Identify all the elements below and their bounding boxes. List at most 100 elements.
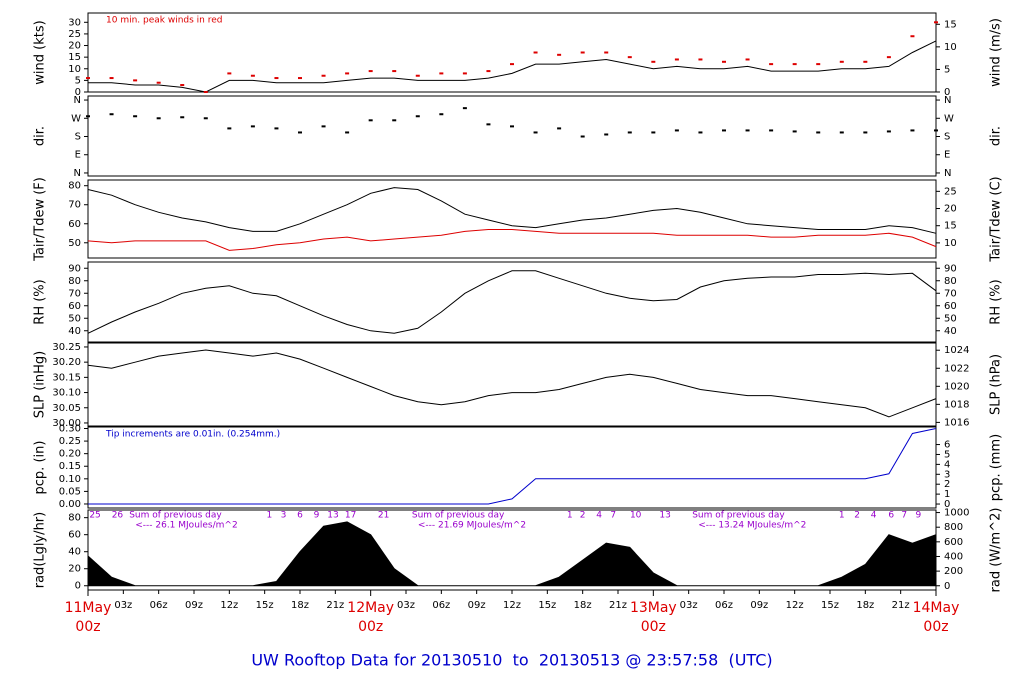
y-tick-label: 0.10 (59, 474, 81, 485)
y-tick-label: 15 (68, 52, 81, 63)
x-tick-label: 21z (609, 600, 627, 611)
radiation-sum: Sum of previous day (692, 511, 785, 521)
hour-mark: 7 (610, 511, 616, 521)
panel-frame (87, 12, 937, 93)
data-point (627, 131, 632, 134)
data-point (321, 125, 326, 128)
x-tick-label: 06z (432, 600, 450, 611)
x-tick-label: 18z (856, 600, 874, 611)
data-point (274, 127, 279, 130)
y2-axis-label: RH (%) (989, 279, 1004, 324)
y-tick-label: N (74, 168, 81, 179)
y2-tick-label: 10 (944, 238, 957, 249)
day-hour-label: 00z (641, 619, 666, 635)
hour-mark: 26 (112, 511, 124, 521)
y2-tick-label: N (944, 168, 951, 179)
data-point (604, 51, 609, 54)
y-tick-label: 80 (68, 181, 81, 192)
y-tick-label: 30 (68, 17, 81, 28)
y-tick-label: 50 (68, 238, 81, 249)
data-point (557, 127, 562, 130)
hour-mark: 2 (854, 511, 860, 521)
hour-mark: 3 (281, 511, 287, 521)
data-point (580, 135, 585, 138)
day-label: 11May (65, 600, 112, 616)
x-tick-label: 15z (821, 600, 839, 611)
y2-axis-label: pcp. (mm) (989, 434, 1004, 501)
y2-axis-label: SLP (hPa) (989, 354, 1004, 415)
data-point (722, 129, 726, 132)
y-axis-label: Tair/Tdew (F) (33, 177, 48, 262)
data-point (510, 63, 514, 66)
annotation: 10 min. peak winds in red (106, 16, 223, 26)
y-tick-label: 0 (75, 581, 81, 592)
data-point (627, 56, 632, 59)
y2-tick-label: 600 (944, 537, 963, 548)
series-line (87, 349, 937, 418)
data-point (934, 129, 938, 132)
y2-tick-label: 15 (944, 221, 957, 232)
y-axis-label: pcp. (in) (33, 441, 48, 495)
data-point (368, 70, 373, 73)
y2-tick-label: 1 (944, 489, 950, 500)
y2-tick-label: 1024 (944, 345, 969, 356)
hour-mark: 1 (567, 511, 573, 521)
data-point (910, 35, 915, 38)
y2-tick-label: 0 (944, 87, 950, 98)
y-tick-label: 30.00 (52, 418, 81, 429)
data-point (462, 107, 467, 110)
y-tick-label: 0.25 (59, 436, 81, 447)
series-line (87, 229, 937, 251)
y2-tick-label: 90 (944, 263, 957, 274)
data-point (486, 123, 491, 126)
y-tick-label: 30.10 (52, 388, 81, 399)
data-point (769, 63, 774, 66)
data-point (934, 21, 938, 24)
x-tick-label: 15z (256, 600, 274, 611)
series-line (87, 270, 937, 334)
y-tick-label: 70 (68, 288, 81, 299)
data-point (745, 129, 750, 132)
data-point (321, 74, 326, 77)
y2-tick-label: 60 (944, 301, 957, 312)
x-tick-label: 03z (680, 600, 698, 611)
y2-tick-label: 0 (944, 499, 950, 510)
hour-mark: 13 (659, 511, 670, 521)
data-point (533, 51, 538, 54)
y2-tick-label: 800 (944, 522, 963, 533)
data-point (698, 131, 703, 134)
y-tick-label: 60 (68, 301, 81, 312)
y2-tick-label: 5 (944, 449, 950, 460)
hour-mark: 7 (901, 511, 907, 521)
y2-axis-label: rad (W/m^2) (989, 508, 1004, 593)
y-tick-label: 20 (68, 564, 81, 575)
hour-mark: 21 (378, 511, 389, 521)
y-tick-label: 90 (68, 263, 81, 274)
y2-axis-label: Tair/Tdew (C) (989, 176, 1004, 262)
data-point (180, 116, 185, 119)
panel-frame (87, 261, 937, 343)
y2-tick-label: 50 (944, 313, 957, 324)
hour-mark: 4 (871, 511, 877, 521)
y2-tick-label: 40 (944, 326, 957, 337)
y-tick-label: 0.00 (59, 499, 81, 510)
x-tick-label: 09z (185, 600, 203, 611)
x-tick-label: 12z (503, 600, 521, 611)
data-point (745, 58, 750, 61)
y-axis-label: dir. (33, 126, 48, 146)
data-point (439, 72, 444, 75)
data-point (227, 72, 232, 75)
data-point (156, 81, 161, 84)
y-tick-label: E (75, 150, 81, 161)
y2-tick-label: 10 (944, 42, 957, 53)
data-point (392, 119, 397, 122)
y-tick-label: 30.20 (52, 357, 81, 368)
data-point (345, 131, 350, 134)
data-point (651, 60, 656, 63)
panel-frame (87, 426, 937, 509)
data-point (133, 79, 138, 82)
hour-mark: 9 (915, 511, 921, 521)
hour-mark: 17 (345, 511, 356, 521)
data-point (86, 77, 90, 80)
